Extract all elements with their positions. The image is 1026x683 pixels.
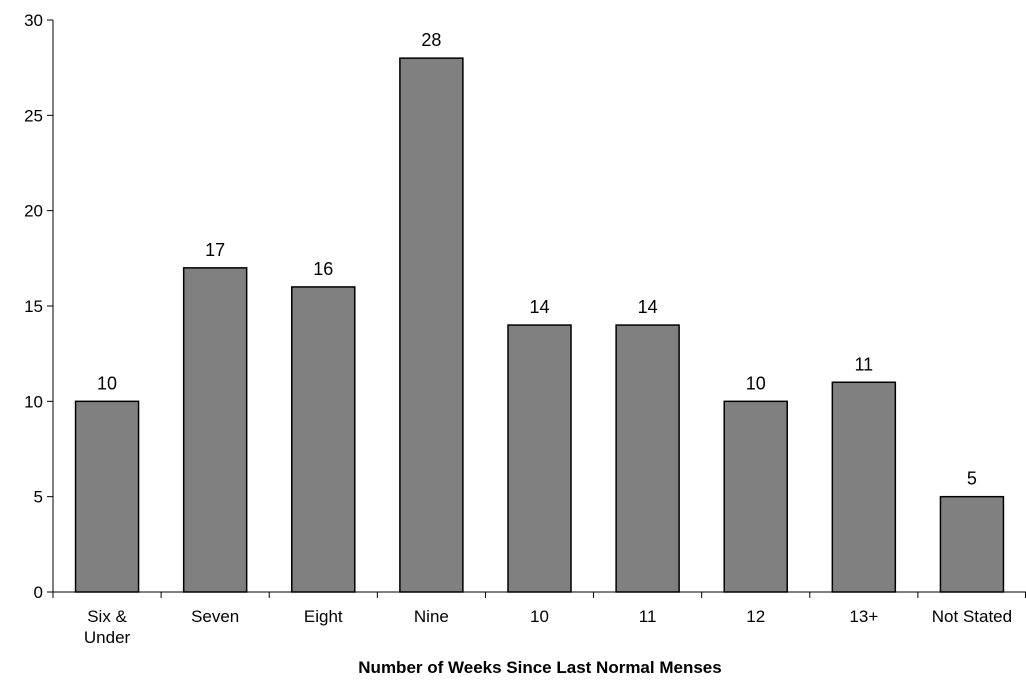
y-axis: 0 5 10 15 20 25 30	[24, 11, 54, 602]
data-label: 14	[638, 297, 658, 317]
data-label: 14	[529, 297, 549, 317]
data-label: 17	[205, 240, 225, 260]
data-label: 16	[313, 259, 333, 279]
y-tick-label: 20	[24, 202, 43, 221]
y-tick-label: 0	[34, 583, 43, 602]
data-label: 28	[421, 30, 441, 50]
x-tick-label: Seven	[191, 607, 239, 626]
data-label: 10	[97, 373, 117, 393]
bar	[182, 267, 248, 593]
bar	[507, 324, 572, 593]
bar	[831, 381, 897, 593]
data-label: 11	[854, 354, 873, 374]
x-tick-label: Nine	[414, 607, 449, 626]
x-tick-label: 12	[746, 607, 765, 626]
bar	[615, 324, 680, 593]
x-tick-label: 11	[639, 607, 657, 626]
data-label: 5	[967, 469, 977, 489]
bar	[399, 57, 464, 593]
y-tick-label: 15	[24, 297, 43, 316]
data-labels: 10 17 16 28 14 14 10 11 5	[97, 30, 977, 489]
bar	[74, 400, 140, 593]
bar	[939, 495, 1005, 593]
x-tick-label: 10	[530, 607, 549, 626]
x-axis-title: Number of Weeks Since Last Normal Menses	[358, 658, 721, 677]
x-tick-label: Six & Under	[84, 607, 131, 647]
x-tick-label: Eight	[304, 607, 343, 626]
data-label: 10	[746, 373, 766, 393]
x-tick-label: 13+	[849, 607, 878, 626]
y-tick-label: 10	[24, 392, 43, 411]
x-axis: Six & Under Seven Eight Nine 10 11 12 13+ Not Sta…	[52, 591, 1026, 647]
x-tick-label: Not Stated	[932, 607, 1012, 626]
y-tick-label: 25	[24, 106, 43, 125]
bar	[723, 400, 788, 593]
bars	[74, 57, 1005, 593]
y-tick-label: 30	[24, 11, 43, 30]
bar	[291, 286, 356, 593]
y-tick-label: 5	[34, 488, 43, 507]
